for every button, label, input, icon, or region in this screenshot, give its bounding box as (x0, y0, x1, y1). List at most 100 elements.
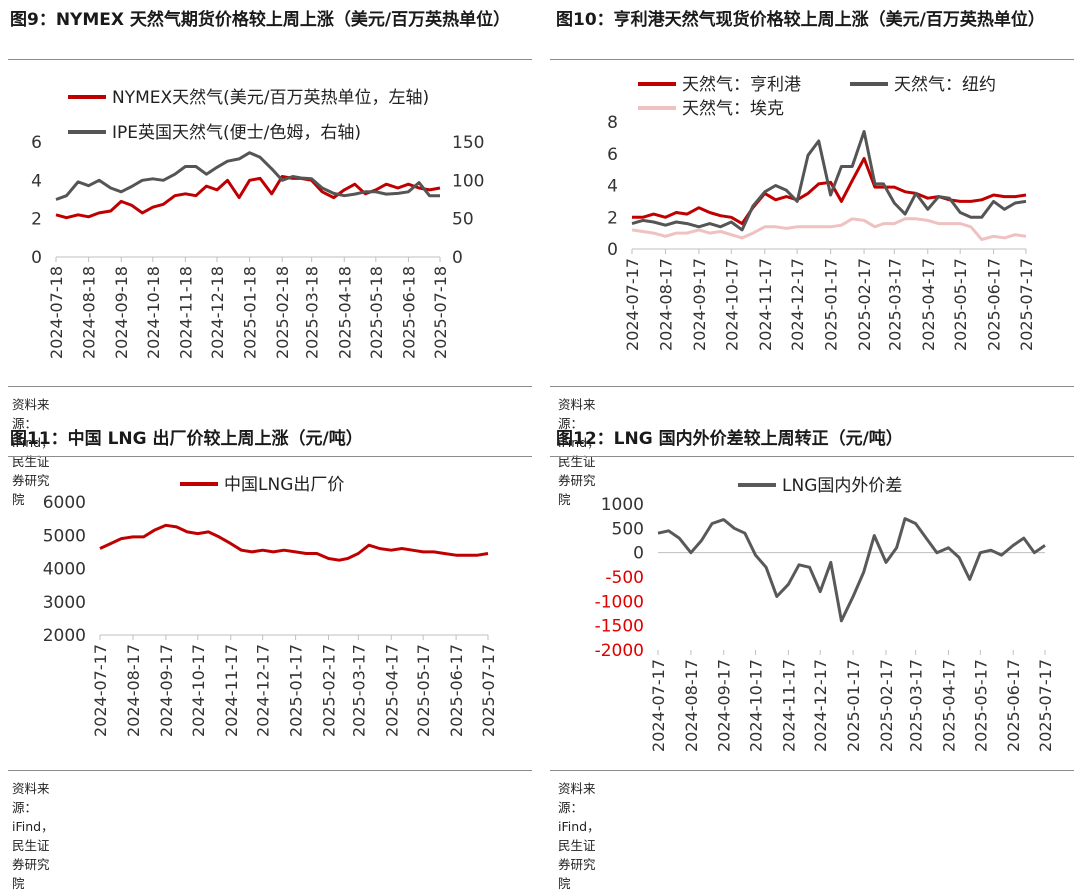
x-tick-label: 2025-06-17 (1004, 659, 1023, 752)
y-tick-label: -1000 (595, 592, 644, 612)
y2-tick-label: 150 (452, 133, 484, 153)
x-tick-label: 2024-12-18 (208, 266, 227, 359)
series-line-0 (99, 523, 489, 562)
source-note: 资料来源：iFind，民生证券研究院 (12, 397, 54, 507)
series-line-0 (632, 157, 1027, 226)
title-rule (8, 59, 532, 60)
x-tick-label: 2025-01-17 (822, 258, 841, 351)
x-tick-label: 2025-03-18 (303, 266, 322, 359)
chart-title: 图9：NYMEX 天然气期货价格较上周上涨（美元/百万英热单位） (10, 10, 511, 30)
x-tick-label: 2024-09-17 (690, 258, 709, 351)
y-tick-label: 2 (31, 210, 42, 230)
x-tick-label: 2024-09-17 (715, 659, 734, 752)
y-tick-label: -2000 (595, 641, 644, 661)
x-tick-label: 2025-01-17 (287, 644, 306, 737)
source-rule (550, 770, 1074, 771)
source-note: 资料来源：iFind，民生证券研究院 (558, 781, 600, 891)
legend-label: 中国LNG出厂价 (224, 475, 344, 495)
y-tick-label: 500 (612, 519, 644, 539)
y2-tick-label: 50 (452, 210, 474, 230)
x-tick-label: 2025-07-17 (1036, 659, 1055, 752)
x-tick-label: 2025-06-18 (399, 266, 418, 359)
legend-label: IPE英国天然气(便士/色姆，右轴) (112, 123, 361, 143)
legend-label: LNG国内外价差 (782, 476, 902, 496)
x-tick-label: 2024-08-17 (656, 258, 675, 351)
y-tick-label: 8 (607, 113, 618, 133)
x-tick-label: 2024-07-17 (649, 659, 668, 752)
series-line-1 (631, 130, 1027, 232)
x-tick-label: 2024-07-18 (47, 266, 66, 359)
chart-title: 图10：亨利港天然气现货价格较上周上涨（美元/百万英热单位） (556, 10, 1045, 30)
x-tick-label: 2025-03-17 (349, 644, 368, 737)
y-tick-label: 4 (607, 177, 618, 197)
x-tick-label: 2025-04-17 (382, 644, 401, 737)
y-tick-label: 0 (31, 248, 42, 268)
y-tick-label: -500 (605, 568, 644, 588)
x-tick-label: 2025-07-18 (431, 266, 450, 359)
x-tick-label: 2025-01-18 (241, 266, 260, 359)
lng-spread-chart: -2000 -1500 -1000 -500 0 500 1000 2024-07-17 202… (595, 476, 1055, 752)
source-note: 资料来源：iFind，民生证券研究院 (558, 397, 600, 507)
y-tick-label: 3000 (43, 593, 86, 613)
series-line-0 (55, 175, 441, 220)
title-rule (550, 456, 1074, 457)
y-tick-label: 5000 (43, 526, 86, 546)
x-tick-label: 2024-11-17 (222, 644, 241, 737)
y-tick-label: 0 (607, 240, 618, 260)
x-tick-label: 2025-02-17 (877, 659, 896, 752)
x-tick-label: 2025-02-17 (320, 644, 339, 737)
y-tick-label: 2000 (43, 626, 86, 646)
x-tick-label: 2024-11-17 (779, 659, 798, 752)
source-rule (8, 770, 532, 771)
x-tick-label: 2025-07-17 (479, 644, 498, 737)
x-tick-label: 2025-01-17 (844, 659, 863, 752)
x-tick-label: 2025-04-17 (940, 659, 959, 752)
x-tick-label: 2024-08-18 (80, 266, 99, 359)
x-tick-label: 2024-08-17 (682, 659, 701, 752)
y-tick-label: 4 (31, 171, 42, 191)
x-tick-label: 2024-08-17 (124, 644, 143, 737)
source-rule (550, 386, 1074, 387)
source-rule (8, 386, 532, 387)
x-tick-label: 2025-06-17 (447, 644, 466, 737)
y-tick-label: 6000 (43, 493, 86, 513)
y2-tick-label: 0 (452, 248, 463, 268)
x-tick-label: 2024-09-17 (157, 644, 176, 737)
source-note: 资料来源：iFind，民生证券研究院 (12, 781, 54, 891)
x-tick-label: 2024-12-17 (811, 659, 830, 752)
x-tick-label: 2025-02-18 (273, 266, 292, 359)
x-tick-label: 2025-07-17 (1017, 258, 1036, 351)
x-tick-label: 2025-05-17 (951, 258, 970, 351)
x-tick-label: 2024-10-18 (144, 266, 163, 359)
x-tick-label: 2024-10-17 (722, 258, 741, 351)
title-rule (8, 456, 532, 457)
x-tick-label: 2025-06-17 (985, 258, 1004, 351)
x-tick-label: 2025-05-17 (971, 659, 990, 752)
x-tick-label: 2025-05-17 (414, 644, 433, 737)
series-line-2 (631, 217, 1027, 241)
series-line-1 (55, 151, 440, 201)
chart-title: 图12：LNG 国内外价差较上周转正（元/吨） (556, 429, 903, 449)
y2-tick-label: 100 (452, 171, 484, 191)
y-tick-label: 2 (607, 208, 618, 228)
x-tick-label: 2024-10-17 (189, 644, 208, 737)
y-tick-label: 6 (607, 145, 618, 165)
x-tick-label: 2025-03-17 (907, 659, 926, 752)
china-lng-chart: 2000 3000 4000 5000 6000 2024-07-17 2024-08-17… (43, 475, 498, 737)
y-tick-label: 4000 (43, 560, 86, 580)
legend-label: 天然气：埃克 (682, 99, 784, 119)
x-tick-label: 2025-03-17 (885, 258, 904, 351)
legend-label: 天然气：纽约 (894, 75, 996, 95)
y-tick-label: 0 (633, 544, 644, 564)
y-tick-label: 1000 (601, 495, 644, 515)
x-tick-label: 2024-12-17 (788, 258, 807, 351)
henry-hub-chart: 0 2 4 6 8 2024-07-17 2024-08-17 2024-09-17 2024-… (607, 75, 1036, 351)
x-tick-label: 2025-04-18 (335, 266, 354, 359)
nymex-chart: 0 2 4 6 0 50 100 150 2024-07-18 2024-08-18 2024-09… (31, 88, 484, 359)
x-tick-label: 2025-02-17 (855, 258, 874, 351)
series-line-0 (657, 517, 1046, 623)
x-tick-label: 2024-12-17 (254, 644, 273, 737)
y-tick-label: -1500 (595, 617, 644, 637)
x-tick-label: 2024-07-17 (91, 644, 110, 737)
y-tick-label: 6 (31, 133, 42, 153)
